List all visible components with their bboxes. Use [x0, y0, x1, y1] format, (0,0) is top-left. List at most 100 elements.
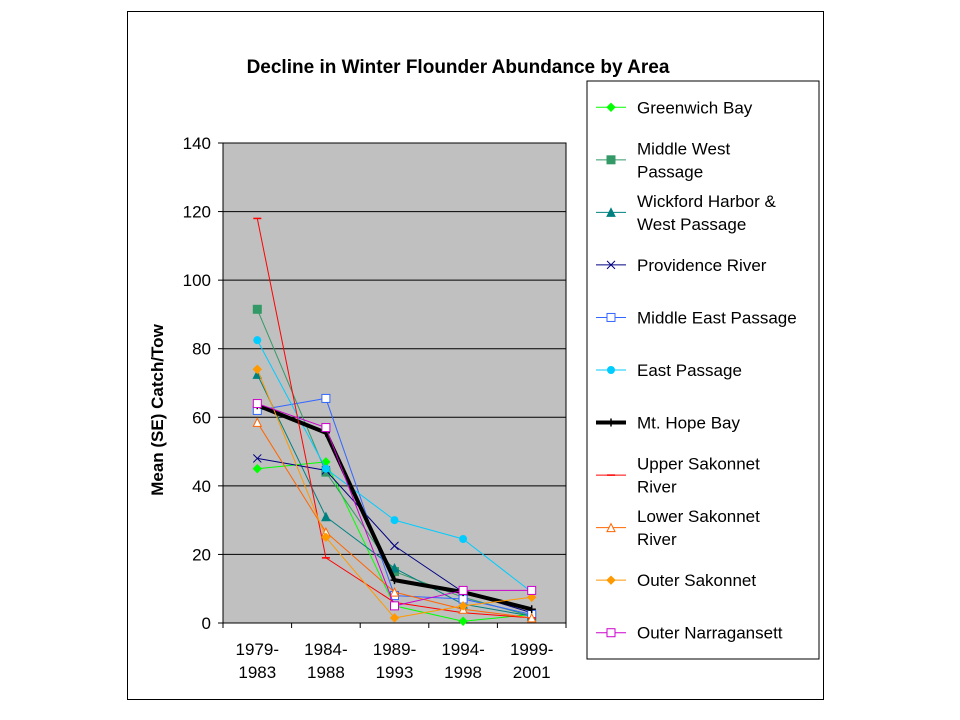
legend-label-line: Upper Sakonnet	[637, 455, 760, 474]
y-tick-label: 140	[183, 134, 211, 153]
chart: Decline in Winter Flounder Abundance by …	[148, 57, 820, 682]
chart-frame: Decline in Winter Flounder Abundance by …	[127, 11, 824, 700]
legend-label-line: Outer Sakonnet	[637, 571, 756, 590]
legend-entry: Greenwich Bay	[596, 98, 753, 117]
y-tick-label: 0	[202, 614, 211, 633]
y-tick-label: 120	[183, 203, 211, 222]
x-tick-label-line: 2001	[513, 663, 551, 682]
data-point	[252, 464, 263, 474]
x-tick-label-line: 1979-	[236, 640, 279, 659]
data-point	[389, 587, 400, 597]
y-tick-label: 40	[192, 477, 211, 496]
legend-swatch-marker	[606, 102, 616, 112]
legend-swatch-marker	[607, 418, 615, 427]
x-tick-label: 1979- 1983	[236, 640, 279, 682]
legend-label-line: Middle East Passage	[637, 308, 797, 327]
series-8	[252, 417, 537, 623]
data-point	[253, 336, 262, 345]
legend-label: Middle East Passage	[637, 308, 797, 327]
legend: Greenwich Bay Middle West Passage Wickford …	[586, 80, 820, 660]
y-tick-label: 80	[192, 340, 211, 359]
legend-label-line: Outer Narragansett	[637, 624, 783, 643]
x-tick-label-line: 1998	[444, 663, 482, 682]
x-tick-label-line: 1984-	[304, 640, 347, 659]
x-tick-label: 1984- 1988	[304, 640, 347, 682]
legend-label: Outer Sakonnet	[637, 571, 756, 590]
legend-entry: Outer Narragansett	[596, 624, 783, 643]
legend-entry: Wickford Harbor & West Passage	[596, 192, 777, 234]
plot-area: 0 20 40 60 80 100 120 140 1979- 1983 1984- 1988 1989…	[183, 134, 567, 682]
legend-entry: Middle East Passage	[596, 308, 797, 327]
legend-label: Providence River	[637, 256, 767, 275]
legend-label: Mt. Hope Bay	[637, 414, 740, 433]
legend-swatch-marker	[606, 575, 616, 585]
data-point	[527, 605, 536, 614]
legend-label-line: Middle West	[637, 139, 730, 158]
x-tick-label-line: 1994-	[441, 640, 484, 659]
data-point	[252, 304, 262, 314]
legend-swatch-marker	[606, 260, 616, 270]
chart-title: Decline in Winter Flounder Abundance by …	[247, 57, 670, 78]
legend-label: Lower Sakonnet River	[637, 507, 760, 549]
legend-label: East Passage	[637, 361, 742, 380]
data-point	[321, 423, 331, 433]
data-point	[321, 464, 330, 473]
x-tick-label: 1999- 2001	[510, 640, 553, 682]
data-point	[389, 613, 400, 623]
legend-entry: East Passage	[596, 361, 742, 380]
data-point	[390, 541, 399, 551]
legend-label-line: River	[637, 530, 677, 549]
data-point	[321, 532, 331, 542]
legend-swatch-marker	[606, 522, 616, 533]
legend-label-line: East Passage	[637, 361, 742, 380]
legend-label: Greenwich Bay	[637, 98, 753, 117]
legend-entry: Providence River	[596, 256, 767, 275]
legend-entry: Mt. Hope Bay	[596, 414, 740, 433]
data-point	[458, 616, 468, 626]
legend-swatch-marker	[606, 628, 616, 638]
legend-label-line: Wickford Harbor &	[637, 192, 777, 211]
legend-entry: Outer Sakonnet	[596, 571, 756, 590]
legend-label-line: River	[637, 478, 677, 497]
legend-label: Middle West Passage	[637, 139, 730, 181]
y-axis-title: Mean (SE) Catch/Tow	[148, 323, 167, 495]
data-point	[458, 585, 468, 595]
data-point	[321, 511, 331, 522]
legend-swatch-marker	[607, 366, 615, 374]
x-tick-label: 1989- 1993	[373, 640, 416, 682]
data-point	[252, 399, 262, 409]
x-tick-label: 1994- 1998	[441, 640, 484, 682]
data-point	[252, 364, 263, 374]
data-point	[459, 535, 468, 543]
data-point	[390, 516, 399, 525]
series-9	[252, 364, 537, 623]
legend-entry: Lower Sakonnet River	[596, 507, 760, 549]
data-point	[321, 393, 331, 403]
legend-entry: Middle West Passage	[596, 139, 730, 181]
data-point	[458, 601, 468, 611]
data-point	[526, 592, 537, 602]
x-tick-label-line: 1983	[238, 663, 276, 682]
data-point	[527, 585, 537, 595]
y-tick-label: 20	[192, 545, 211, 564]
data-point	[252, 417, 263, 427]
legend-label-line: Providence River	[637, 256, 767, 275]
legend-label-line: Lower Sakonnet	[637, 507, 760, 526]
legend-label-line: Greenwich Bay	[637, 98, 753, 117]
x-tick-label-line: 1999-	[510, 640, 553, 659]
legend-swatch-marker	[606, 155, 616, 165]
data-point	[389, 563, 400, 573]
legend-label-line: West Passage	[637, 215, 746, 234]
data-point	[526, 612, 537, 623]
x-tick-label-line: 1988	[307, 663, 345, 682]
legend-entry: Upper Sakonnet River	[596, 455, 760, 497]
data-point	[252, 454, 262, 463]
legend-swatch-marker	[606, 312, 616, 322]
data-point	[390, 601, 399, 611]
series-10	[252, 399, 537, 611]
legend-label: Upper Sakonnet River	[637, 455, 760, 497]
legend-label: Wickford Harbor & West Passage	[637, 192, 777, 234]
x-tick-label-line: 1989-	[373, 640, 416, 659]
legend-swatch-marker	[606, 207, 616, 217]
plot-background	[222, 142, 567, 624]
